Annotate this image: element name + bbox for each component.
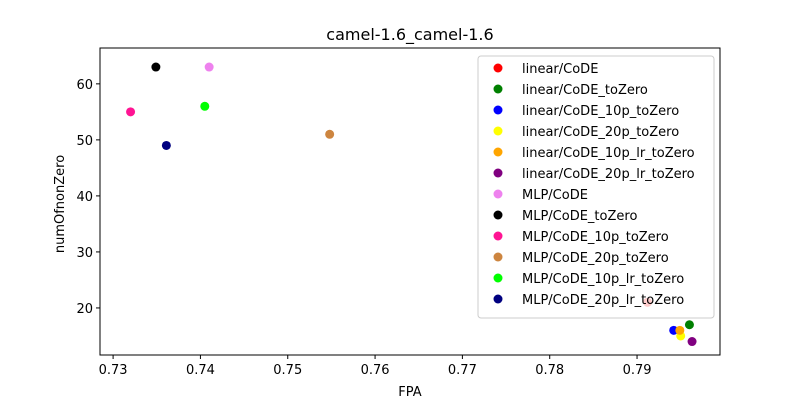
data-point [675, 325, 685, 335]
legend-marker [493, 294, 503, 304]
y-axis-label: numOfnonZero [53, 155, 68, 253]
chart-title: camel-1.6_camel-1.6 [326, 25, 493, 45]
y-tick-label: 40 [76, 190, 93, 205]
legend-frame [477, 55, 715, 319]
y-tick-label: 20 [76, 302, 93, 317]
x-tick-label: 0.74 [186, 363, 215, 378]
data-point [200, 101, 210, 111]
legend-label: MLP/CoDE_10p_toZero [522, 230, 669, 245]
x-tick-label: 0.78 [535, 363, 564, 378]
legend-marker [493, 273, 503, 283]
legend-label: MLP/CoDE_toZero [522, 209, 637, 224]
legend-label: MLP/CoDE_10p_lr_toZero [522, 272, 684, 287]
data-point [126, 107, 136, 117]
data-point [204, 62, 214, 72]
y-tick-label: 30 [76, 246, 93, 261]
data-point [325, 129, 335, 139]
legend-label: linear/CoDE [522, 62, 598, 77]
legend-marker [493, 84, 503, 94]
x-tick-label: 0.75 [273, 363, 302, 378]
legend-label: linear/CoDE_10p_toZero [522, 104, 679, 119]
legend-marker [493, 63, 503, 73]
legend-marker [493, 252, 503, 262]
axes-frame [99, 47, 721, 356]
legend-marker [493, 105, 503, 115]
legend-label: linear/CoDE_20p_lr_toZero [522, 167, 695, 182]
legend-marker [493, 147, 503, 157]
legend-label: linear/CoDE_toZero [522, 83, 648, 98]
legend-marker [493, 168, 503, 178]
y-tick-label: 50 [76, 134, 93, 149]
x-axis-label: FPA [398, 385, 421, 400]
legend-marker [493, 231, 503, 241]
legend-label: MLP/CoDE [522, 188, 588, 203]
legend-marker [493, 210, 503, 220]
legend-label: linear/CoDE_10p_lr_toZero [522, 146, 695, 161]
legend-marker [493, 189, 503, 199]
y-axis: 20 30 40 50 60 [76, 78, 100, 317]
y-tick-label: 60 [76, 78, 93, 93]
legend-label: linear/CoDE_20p_toZero [522, 125, 679, 140]
x-tick-label: 0.77 [448, 363, 477, 378]
legend-marker [493, 126, 503, 136]
x-tick-label: 0.79 [623, 363, 652, 378]
legend: linear/CoDE linear/CoDE_toZero linear/CoDE… [477, 55, 715, 319]
data-point [151, 62, 161, 72]
data-point [684, 320, 694, 330]
plot-area [99, 47, 721, 356]
legend-label: MLP/CoDE_20p_toZero [522, 251, 669, 266]
data-point [687, 337, 697, 347]
x-tick-label: 0.76 [361, 363, 390, 378]
x-axis: 0.73 0.74 0.75 0.76 0.77 0.78 0.79 [99, 355, 652, 378]
legend-label: MLP/CoDE_20p_lr_toZero [522, 293, 684, 308]
x-tick-label: 0.73 [99, 363, 128, 378]
data-point [161, 140, 171, 150]
